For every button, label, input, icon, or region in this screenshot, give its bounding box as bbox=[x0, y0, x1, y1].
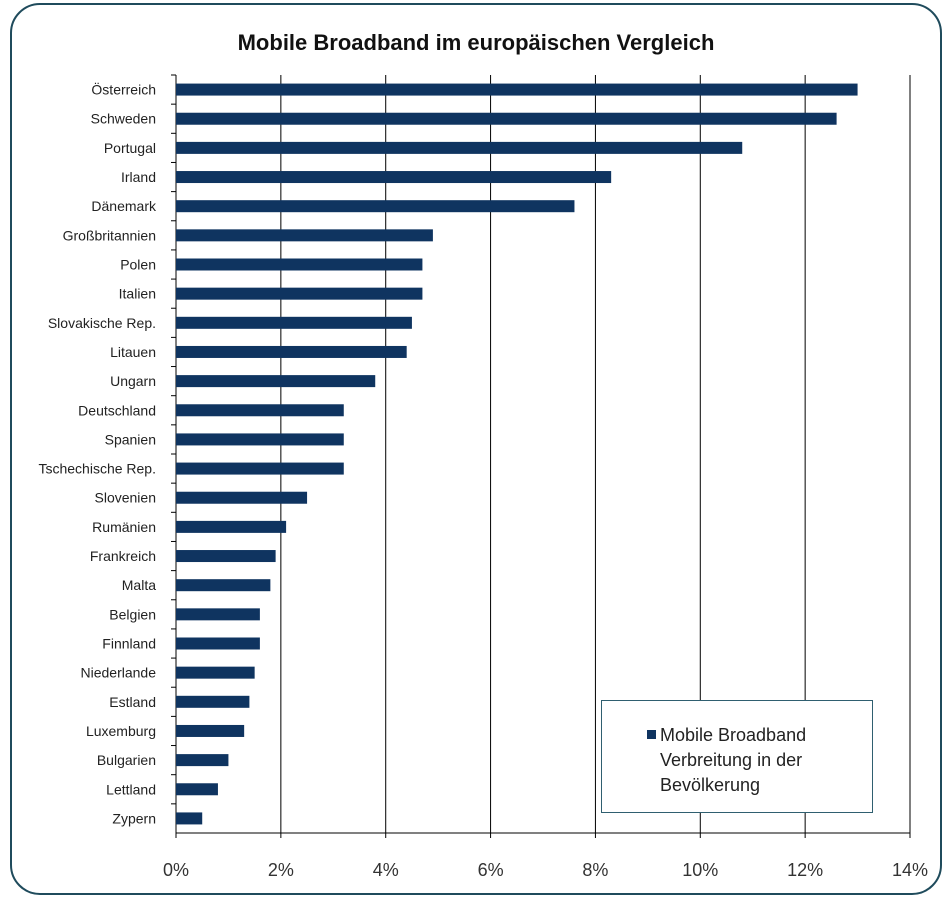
category-label: Luxemburg bbox=[86, 723, 156, 739]
category-label: Großbritannien bbox=[63, 227, 156, 243]
legend: Mobile Broadband Verbreitung in der Bevö… bbox=[601, 700, 873, 813]
category-label: Deutschland bbox=[78, 402, 156, 418]
bar bbox=[176, 695, 250, 708]
x-tick-label: 8% bbox=[582, 860, 608, 880]
bar bbox=[176, 316, 412, 329]
chart-title: Mobile Broadband im europäischen Verglei… bbox=[237, 30, 715, 55]
bar bbox=[176, 345, 407, 358]
bar bbox=[176, 112, 837, 125]
category-label: Spanien bbox=[105, 431, 156, 447]
bar bbox=[176, 608, 260, 621]
category-label: Litauen bbox=[110, 344, 156, 360]
category-label: Frankreich bbox=[90, 548, 156, 564]
category-label: Rumänien bbox=[92, 519, 156, 535]
bar bbox=[176, 83, 858, 96]
x-tick-label: 4% bbox=[373, 860, 399, 880]
bar bbox=[176, 637, 260, 650]
category-label: Malta bbox=[122, 577, 156, 593]
bar bbox=[176, 491, 308, 504]
x-tick-label: 10% bbox=[682, 860, 718, 880]
bar bbox=[176, 200, 575, 213]
bar bbox=[176, 375, 376, 388]
category-label: Italien bbox=[119, 286, 156, 302]
category-label: Österreich bbox=[91, 81, 156, 98]
category-label: Irland bbox=[121, 169, 156, 185]
bar bbox=[176, 258, 423, 271]
bar bbox=[176, 171, 612, 184]
bar bbox=[176, 229, 433, 242]
category-label: Estland bbox=[109, 694, 156, 710]
bar bbox=[176, 783, 218, 796]
bar bbox=[176, 812, 203, 825]
bar bbox=[176, 666, 255, 679]
bar bbox=[176, 579, 271, 592]
category-label: Zypern bbox=[112, 810, 156, 826]
category-label: Portugal bbox=[104, 140, 156, 156]
category-label: Slovakische Rep. bbox=[48, 315, 156, 331]
category-label: Schweden bbox=[91, 111, 156, 127]
bar bbox=[176, 520, 287, 533]
category-label: Slovenien bbox=[95, 490, 157, 506]
bar bbox=[176, 550, 276, 563]
x-tick-label: 6% bbox=[478, 860, 504, 880]
bar bbox=[176, 141, 743, 154]
category-label: Polen bbox=[120, 257, 156, 273]
category-label: Finnland bbox=[102, 636, 156, 652]
category-label: Niederlande bbox=[81, 665, 157, 681]
bar bbox=[176, 433, 344, 446]
category-label: Dänemark bbox=[91, 198, 157, 214]
bar bbox=[176, 404, 344, 417]
bar bbox=[176, 462, 344, 475]
category-label: Bulgarien bbox=[97, 752, 156, 768]
chart-frame bbox=[10, 3, 942, 895]
category-label: Lettland bbox=[106, 781, 156, 797]
category-label: Ungarn bbox=[110, 373, 156, 389]
legend-swatch bbox=[647, 730, 656, 739]
category-label: Belgien bbox=[109, 606, 156, 622]
legend-label: Mobile Broadband Verbreitung in der Bevö… bbox=[660, 725, 807, 795]
x-tick-label: 14% bbox=[892, 860, 928, 880]
x-tick-label: 2% bbox=[268, 860, 294, 880]
x-tick-label: 0% bbox=[163, 860, 189, 880]
bar bbox=[176, 754, 229, 767]
bar bbox=[176, 724, 245, 737]
category-label: Tschechische Rep. bbox=[38, 461, 156, 477]
x-tick-label: 12% bbox=[787, 860, 823, 880]
bar bbox=[176, 287, 423, 300]
